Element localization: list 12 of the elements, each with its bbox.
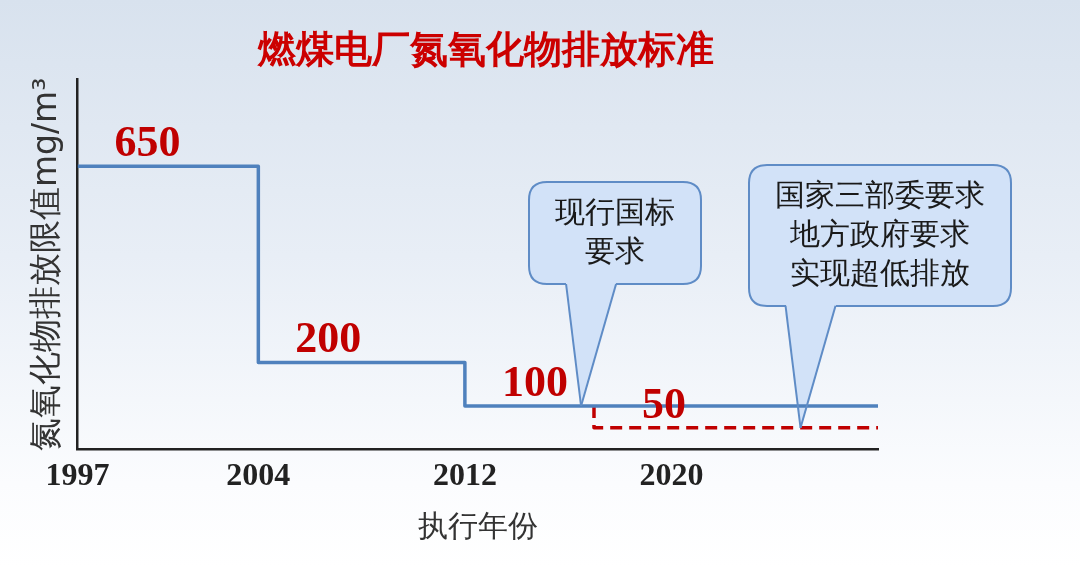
data-label: 100: [501, 357, 568, 406]
data-label: 650: [114, 117, 181, 167]
chart-title: 燃煤电厂氮氧化物排放标准: [256, 26, 714, 71]
x-tick-label: 2012: [432, 456, 497, 493]
y-axis-title: 氮氧化物排放限值mg/m³: [25, 77, 65, 452]
x-axis-title: 执行年份: [417, 507, 538, 543]
x-tick-label: 2020: [639, 456, 704, 493]
annotation: 国家三部委要求地方政府要求实现超低排放: [774, 177, 985, 291]
x-tick-label: 1997: [45, 456, 110, 493]
data-label: 200: [295, 313, 362, 363]
x-tick-label: 2004: [226, 456, 291, 493]
annotation: 现行国标要求: [555, 194, 676, 269]
